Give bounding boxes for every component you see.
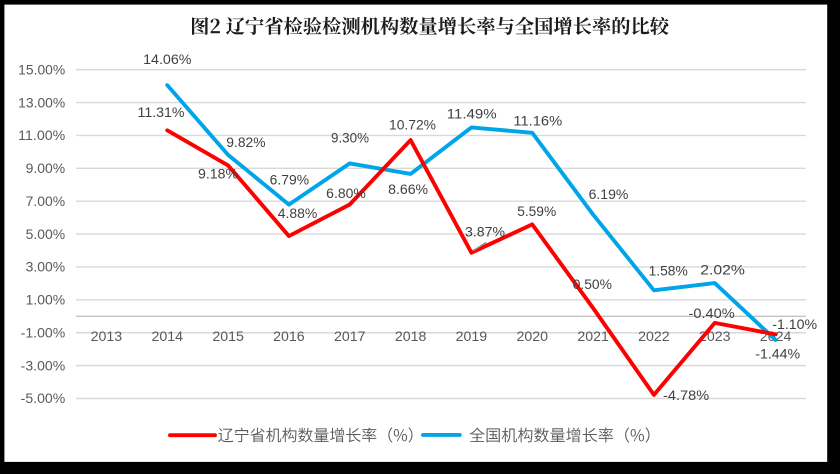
svg-text:-4.78%: -4.78% [663,388,709,403]
svg-text:-5.00%: -5.00% [21,391,66,406]
svg-text:8.66%: 8.66% [388,182,428,197]
svg-text:6.80%: 6.80% [326,186,366,201]
svg-text:5.00%: 5.00% [26,227,66,242]
svg-text:9.30%: 9.30% [331,131,369,146]
svg-text:14.06%: 14.06% [143,52,191,67]
svg-text:11.16%: 11.16% [513,114,562,129]
svg-text:2016: 2016 [273,329,305,344]
svg-text:11.49%: 11.49% [447,106,497,121]
svg-text:-1.44%: -1.44% [755,347,800,362]
svg-text:2019: 2019 [456,329,488,344]
svg-text:2022: 2022 [638,329,670,344]
svg-text:6.79%: 6.79% [270,172,309,187]
svg-text:2013: 2013 [91,329,123,344]
svg-text:-0.40%: -0.40% [689,306,735,321]
svg-text:3.87%: 3.87% [465,224,505,239]
svg-text:9.18%: 9.18% [198,167,238,182]
svg-text:-3.00%: -3.00% [21,358,66,373]
svg-text:-1.10%: -1.10% [772,317,817,332]
svg-text:2021: 2021 [577,329,609,344]
svg-text:2015: 2015 [212,329,244,344]
svg-text:2.02%: 2.02% [700,262,745,277]
svg-text:2018: 2018 [395,329,427,344]
svg-text:-1.00%: -1.00% [21,325,66,340]
svg-text:2020: 2020 [517,329,549,344]
svg-text:2017: 2017 [334,329,366,344]
svg-text:7.00%: 7.00% [26,194,66,209]
svg-text:0.50%: 0.50% [573,277,612,292]
svg-text:9.82%: 9.82% [226,135,265,150]
svg-text:9.00%: 9.00% [26,161,66,176]
svg-text:13.00%: 13.00% [18,95,65,110]
svg-text:11.00%: 11.00% [18,128,65,143]
svg-text:1.00%: 1.00% [26,293,66,308]
svg-text:1.58%: 1.58% [649,264,688,279]
svg-text:5.59%: 5.59% [517,204,556,219]
svg-text:4.88%: 4.88% [278,206,318,221]
svg-text:10.72%: 10.72% [389,117,436,132]
svg-text:6.19%: 6.19% [589,187,629,202]
svg-text:15.00%: 15.00% [18,62,65,77]
svg-text:11.31%: 11.31% [138,105,185,120]
svg-text:3.00%: 3.00% [26,260,66,275]
svg-text:2014: 2014 [152,329,184,344]
